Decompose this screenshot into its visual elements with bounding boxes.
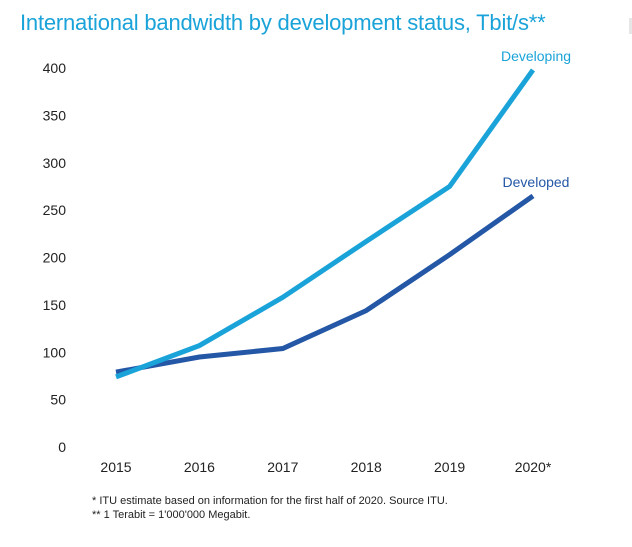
x-axis-ticks: 2015 2016 2017 2018 2019 2020*	[100, 459, 551, 475]
series-line-developed	[115, 193, 535, 375]
chart-title: International bandwidth by development s…	[20, 10, 546, 35]
edge-mark	[629, 18, 632, 34]
y-tick-label: 150	[43, 297, 67, 313]
y-tick-label: 350	[43, 107, 67, 123]
y-tick-label: 400	[43, 60, 67, 76]
x-tick-label: 2015	[100, 459, 131, 475]
x-tick-label: 2019	[434, 459, 465, 475]
series-labels: Developing Developed	[501, 48, 571, 190]
y-tick-label: 0	[58, 439, 66, 455]
x-tick-label: 2016	[184, 459, 215, 475]
x-tick-label: 2017	[267, 459, 298, 475]
y-tick-label: 300	[43, 155, 67, 171]
series-label-developed: Developed	[503, 174, 570, 190]
series-lines	[115, 68, 536, 380]
footnotes: * ITU estimate based on information for …	[92, 494, 448, 522]
y-tick-label: 100	[43, 344, 67, 360]
series-line-developing	[115, 68, 536, 380]
footnote-estimate: * ITU estimate based on information for …	[92, 495, 448, 507]
y-tick-label: 250	[43, 202, 67, 218]
footnote-unit: ** 1 Terabit = 1'000'000 Megabit.	[92, 509, 251, 521]
x-tick-label: 2020*	[515, 459, 552, 475]
series-label-developing: Developing	[501, 48, 571, 64]
y-tick-label: 50	[50, 392, 66, 408]
y-axis-ticks: 0 50 100 150 200 250 300 350 400	[43, 60, 67, 455]
x-tick-label: 2018	[351, 459, 382, 475]
y-tick-label: 200	[43, 250, 67, 266]
